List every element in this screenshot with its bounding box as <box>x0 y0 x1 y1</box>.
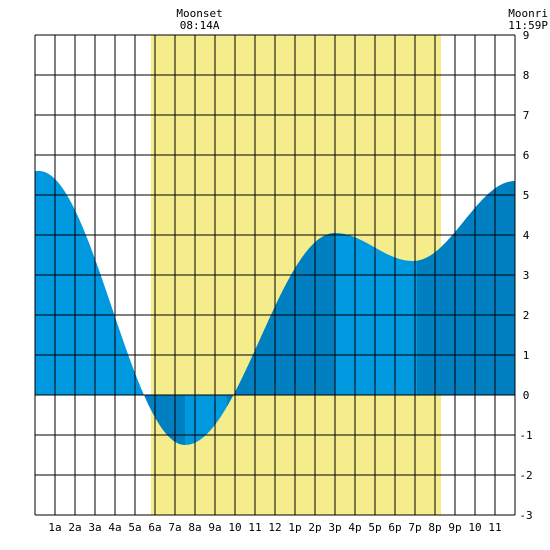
x-tick-label: 1a <box>48 521 61 534</box>
y-tick-label: 0 <box>523 389 530 402</box>
x-tick-label: 7a <box>168 521 181 534</box>
tide-segment-3 <box>227 233 335 407</box>
x-tick-label: 6p <box>388 521 401 534</box>
x-tick-label: 8p <box>428 521 441 534</box>
x-tick-label: 5a <box>128 521 141 534</box>
y-tick-label: 8 <box>523 69 530 82</box>
y-tick-label: -3 <box>519 509 532 522</box>
axis-labels: 1a 2a 3a 4a 5a 6a 7a 8a 9a 10 11 12 1p 2p 3p 4p 5p 6p 7p 8p… <box>48 29 532 534</box>
moon-event-label: Moonset <box>176 7 222 20</box>
x-tick-label: 3p <box>328 521 341 534</box>
x-tick-label: 1p <box>288 521 301 534</box>
y-tick-label: 2 <box>523 309 530 322</box>
moon-event-time: 08:14A <box>180 19 220 32</box>
x-tick-label: 11 <box>248 521 261 534</box>
x-tick-label: 4a <box>108 521 121 534</box>
x-tick-label: 6a <box>148 521 161 534</box>
x-tick-label: 5p <box>368 521 381 534</box>
y-tick-label: 9 <box>523 29 530 42</box>
y-tick-label: 4 <box>523 229 530 242</box>
x-tick-label: 4p <box>348 521 361 534</box>
x-tick-label: 2p <box>308 521 321 534</box>
moon-event-label: Moonri <box>508 7 548 20</box>
tide-segment-4 <box>335 233 417 395</box>
moon-event-time: 11:59P <box>508 19 548 32</box>
y-tick-label: 6 <box>523 149 530 162</box>
tide-segment-2 <box>185 395 227 445</box>
x-tick-label: 2a <box>68 521 81 534</box>
y-tick-label: 7 <box>523 109 530 122</box>
x-tick-label: 9a <box>208 521 221 534</box>
x-tick-label: 3a <box>88 521 101 534</box>
x-tick-label: 10 <box>468 521 481 534</box>
x-tick-label: 11 <box>488 521 501 534</box>
x-tick-label: 12 <box>268 521 281 534</box>
y-tick-label: 1 <box>523 349 530 362</box>
y-tick-label: -1 <box>519 429 532 442</box>
tide-segment-0 <box>35 171 145 398</box>
x-tick-label: 10 <box>228 521 241 534</box>
chart-grid <box>34 34 516 516</box>
y-tick-label: 5 <box>523 189 530 202</box>
x-tick-label: 8a <box>188 521 201 534</box>
y-tick-label: 3 <box>523 269 530 282</box>
y-tick-label: -2 <box>519 469 532 482</box>
tide-segment-5 <box>417 181 515 395</box>
x-tick-label: 7p <box>408 521 421 534</box>
x-tick-label: 9p <box>448 521 461 534</box>
